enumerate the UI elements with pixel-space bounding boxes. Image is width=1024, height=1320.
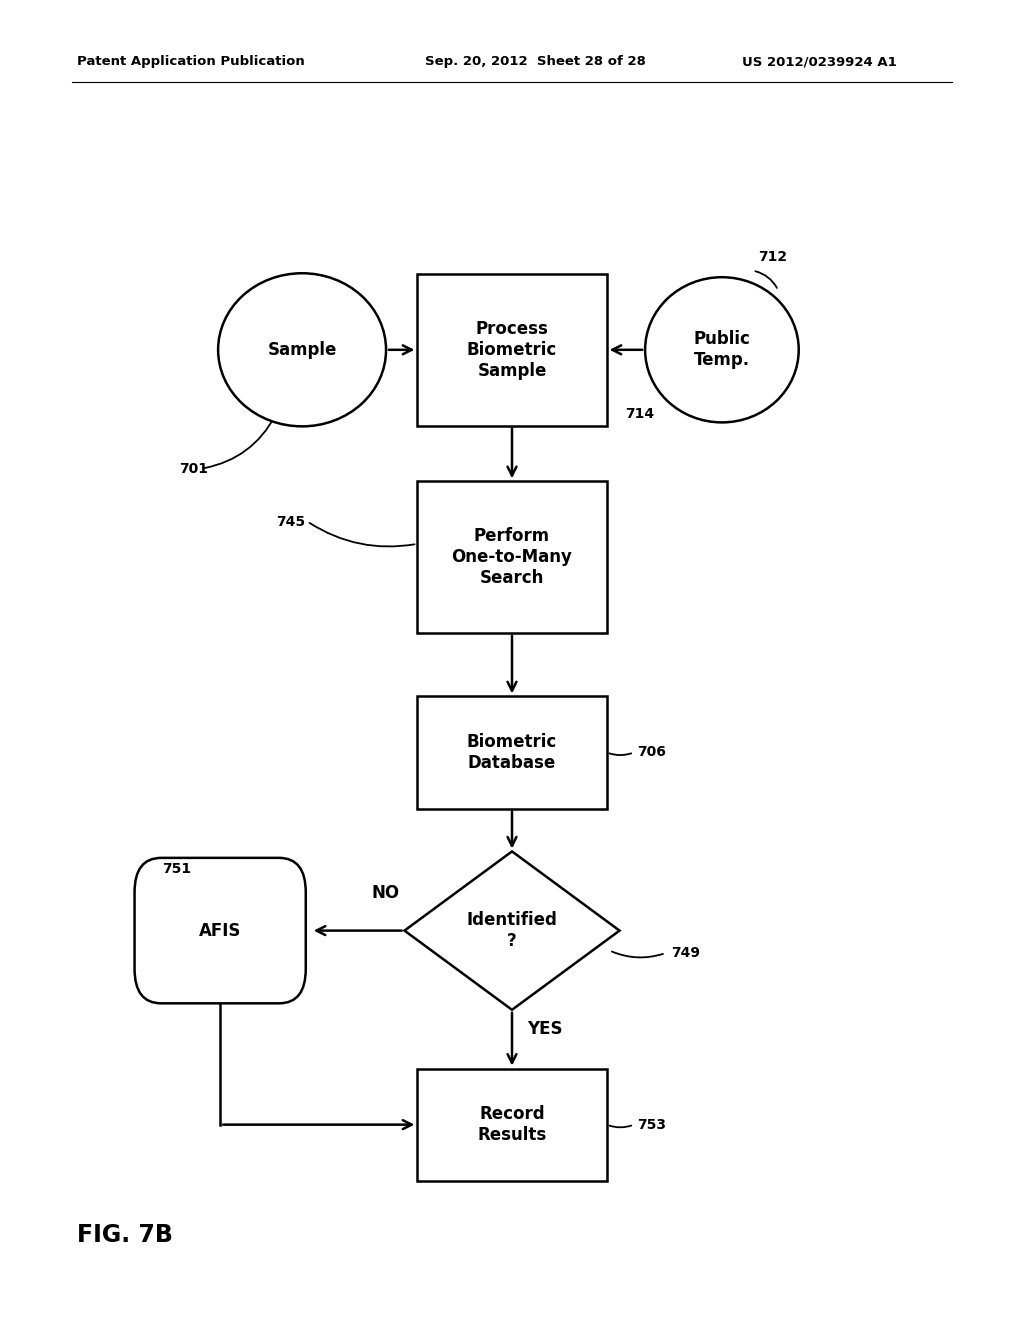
Text: 701: 701 bbox=[179, 462, 208, 477]
Text: Sample: Sample bbox=[267, 341, 337, 359]
Ellipse shape bbox=[218, 273, 386, 426]
Text: Patent Application Publication: Patent Application Publication bbox=[77, 55, 304, 69]
Text: 714: 714 bbox=[625, 407, 653, 421]
Text: AFIS: AFIS bbox=[199, 921, 242, 940]
Text: Process
Biometric
Sample: Process Biometric Sample bbox=[467, 319, 557, 380]
FancyBboxPatch shape bbox=[134, 858, 306, 1003]
Text: Identified
?: Identified ? bbox=[467, 911, 557, 950]
Text: FIG. 7B: FIG. 7B bbox=[77, 1224, 173, 1247]
Text: Biometric
Database: Biometric Database bbox=[467, 733, 557, 772]
Bar bbox=[418, 697, 606, 808]
Text: 712: 712 bbox=[758, 249, 786, 264]
Bar bbox=[418, 1069, 606, 1180]
Text: YES: YES bbox=[527, 1020, 563, 1039]
Ellipse shape bbox=[645, 277, 799, 422]
Text: 706: 706 bbox=[637, 746, 666, 759]
Text: NO: NO bbox=[372, 883, 399, 902]
Text: 751: 751 bbox=[162, 862, 190, 876]
Text: Perform
One-to-Many
Search: Perform One-to-Many Search bbox=[452, 527, 572, 587]
Bar bbox=[418, 482, 606, 634]
Text: 749: 749 bbox=[671, 946, 699, 960]
Text: Public
Temp.: Public Temp. bbox=[693, 330, 751, 370]
Polygon shape bbox=[404, 851, 620, 1010]
Bar bbox=[418, 275, 606, 425]
Text: 745: 745 bbox=[276, 515, 305, 529]
Text: Record
Results: Record Results bbox=[477, 1105, 547, 1144]
Text: 753: 753 bbox=[637, 1118, 666, 1131]
Text: US 2012/0239924 A1: US 2012/0239924 A1 bbox=[742, 55, 897, 69]
Text: Sep. 20, 2012  Sheet 28 of 28: Sep. 20, 2012 Sheet 28 of 28 bbox=[425, 55, 646, 69]
